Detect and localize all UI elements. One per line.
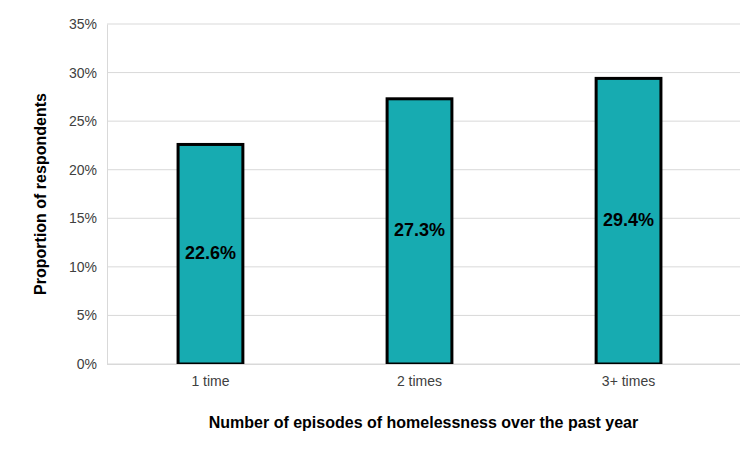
y-axis-title: Proportion of respondents [32,93,49,295]
y-tick: 35% [69,16,107,32]
data-labels: 22.6% 27.3% 29.4% [185,210,654,263]
data-label: 29.4% [603,210,654,230]
x-tick-label: 2 times [397,373,442,389]
y-tick-label: 15% [69,210,97,226]
y-tick-label: 0% [77,356,97,372]
y-axis-line [107,25,108,365]
x-tick-label: 1 time [191,373,229,389]
bars [178,78,661,364]
y-tick-label: 20% [69,162,97,178]
y-tick: 25% [69,113,107,129]
y-tick: 20% [69,162,107,178]
y-tick-label: 10% [69,259,97,275]
y-tick: 15% [69,210,107,226]
data-label: 27.3% [394,220,445,240]
y-tick-label: 30% [69,65,97,81]
grid [107,24,740,364]
bar [387,99,452,364]
x-tick: 3+ times [602,364,655,389]
x-axis-title: Number of episodes of homelessness over … [209,414,638,431]
y-tick-label: 35% [69,16,97,32]
x-tick-label: 3+ times [602,373,655,389]
bar [178,144,243,364]
y-tick-label: 25% [69,113,97,129]
x-axis: 1 time 2 times 3+ times [107,364,740,389]
y-tick: 0% [77,356,107,372]
data-label: 22.6% [185,243,236,263]
y-tick: 30% [69,65,107,81]
x-tick: 1 time [191,364,229,389]
x-tick: 2 times [397,364,442,389]
y-tick-label: 5% [77,307,97,323]
y-tick: 10% [69,259,107,275]
grid-line [107,24,740,25]
y-tick: 5% [77,307,107,323]
plot: 0% 5% 10% 15% 20% 25% 30% 35% 1 time 2 times 3+ ti… [69,16,740,389]
y-axis: 0% 5% 10% 15% 20% 25% 30% 35% [69,16,108,372]
bar [596,78,661,364]
grid-line [107,72,740,73]
x-axis-line [107,364,740,365]
chart: 0% 5% 10% 15% 20% 25% 30% 35% 1 time 2 times 3+ ti… [0,0,753,458]
